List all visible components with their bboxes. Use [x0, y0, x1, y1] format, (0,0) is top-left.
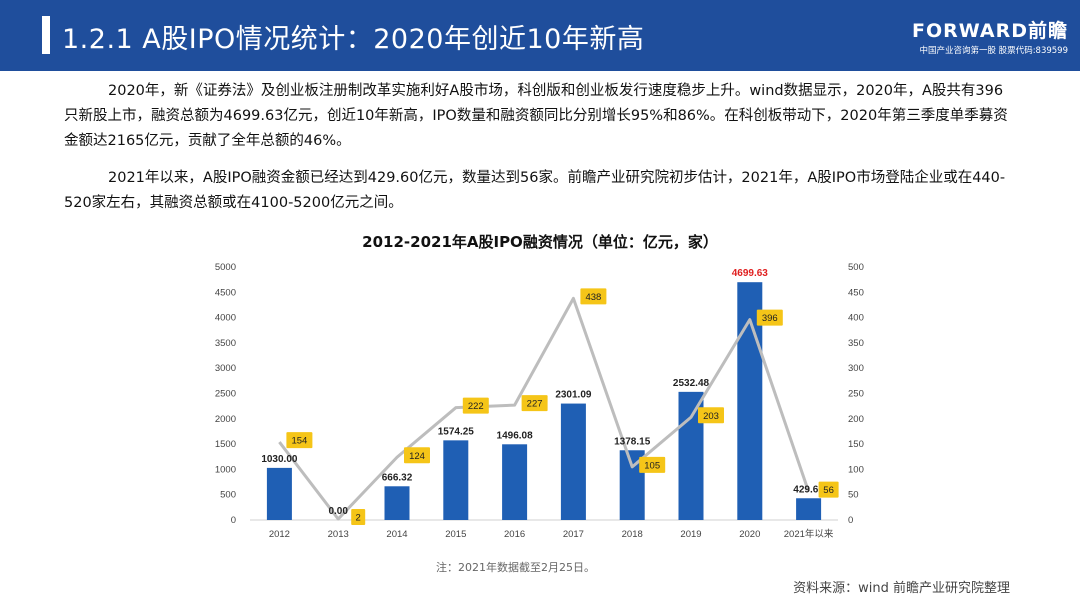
line-data-label: 222	[468, 401, 484, 412]
y-right-tick-label: 400	[848, 313, 864, 324]
line-data-label: 56	[823, 485, 834, 496]
bar-data-label: 429.60	[793, 484, 824, 495]
bar-data-label: 2532.48	[673, 378, 710, 389]
y-left-tick-label: 5000	[215, 262, 236, 273]
line-data-label: 2	[356, 512, 361, 523]
line-point-badge	[462, 397, 489, 414]
bar	[443, 440, 469, 520]
chart-title: 2012-2021年A股IPO融资情况（单位：亿元，家）	[362, 233, 718, 251]
y-right-tick-label: 150	[848, 439, 864, 450]
line-point-badge	[756, 309, 783, 326]
line-data-label: 438	[585, 292, 601, 303]
x-tick-label: 2016	[504, 529, 525, 540]
line-point-badge	[521, 395, 548, 412]
y-left-tick-label: 1500	[215, 439, 236, 450]
bar-data-label: 1574.25	[438, 426, 475, 437]
y-right-tick-label: 200	[848, 414, 864, 425]
line-data-label: 154	[291, 436, 307, 447]
intro-paragraph-2: 2021年以来，A股IPO融资金额已经达到429.60亿元，数量达到56家。前瞻…	[64, 170, 1006, 211]
title-accent-bar	[42, 16, 50, 54]
x-tick-label: 2017	[563, 529, 584, 540]
y-left-tick-label: 2000	[215, 414, 236, 425]
y-left-tick-label: 4000	[215, 313, 236, 324]
bar-data-label: 1496.08	[497, 430, 534, 441]
x-tick-label: 2012	[269, 529, 290, 540]
line-data-label: 124	[409, 451, 425, 462]
line-data-label: 396	[762, 313, 778, 324]
line-point-badge	[698, 407, 724, 424]
line-point-badge	[639, 456, 666, 473]
x-tick-label: 2021年以来	[784, 528, 834, 540]
y-left-tick-label: 3000	[215, 363, 236, 374]
brand-tagline: 中国产业咨询第一股 股票代码:839599	[919, 46, 1068, 56]
header-bar: 1.2.1 A股IPO情况统计：2020年创近10年新高 FORWARD前瞻 中…	[0, 0, 1080, 71]
line-data-label: 203	[703, 411, 719, 422]
line-point-badge	[286, 432, 313, 449]
intro-paragraph-1: 2020年，新《证券法》及创业板注册制改革实施利好A股市场，科创版和创业板发行速…	[64, 83, 1008, 149]
line-point-badge	[404, 447, 430, 464]
bar	[502, 444, 528, 520]
brand-name: FORWARD前瞻	[912, 20, 1068, 42]
bar	[266, 467, 292, 520]
line-series	[278, 296, 811, 521]
line-point-badge	[351, 508, 366, 525]
x-tick-label: 2013	[328, 529, 349, 540]
line-data-label: 227	[527, 399, 543, 410]
bar-data-label: 666.32	[382, 472, 413, 483]
bar-data-label: 1378.15	[614, 436, 651, 447]
y-right-tick-label: 350	[848, 338, 864, 349]
y-right-tick-label: 300	[848, 363, 864, 374]
x-tick-label: 2014	[386, 529, 407, 540]
line-point-badge	[818, 481, 839, 498]
x-tick-label: 2015	[445, 529, 466, 540]
y-left-tick-label: 2500	[215, 389, 236, 400]
bar	[796, 498, 822, 520]
y-left-tick-label: 0	[231, 515, 236, 526]
x-tick-label: 2019	[680, 529, 701, 540]
y-right-tick-label: 0	[848, 515, 853, 526]
x-tick-label: 2018	[622, 529, 643, 540]
brand-logo: FORWARD前瞻 中国产业咨询第一股 股票代码:839599	[878, 16, 1068, 56]
bar-data-label: 2301.09	[555, 390, 592, 401]
y-left-tick-label: 3500	[215, 338, 236, 349]
y-right-tick-label: 50	[848, 490, 859, 501]
y-right-tick-label: 450	[848, 287, 864, 298]
bar	[384, 486, 410, 520]
bar-data-label: 0.00	[328, 506, 348, 517]
x-tick-label: 2020	[739, 529, 760, 540]
bar-data-label: 1030.00	[261, 454, 298, 465]
y-right-tick-label: 250	[848, 389, 864, 400]
chart-footnote: 注：2021年数据截至2月25日。	[436, 561, 595, 574]
y-left-tick-label: 4500	[215, 287, 236, 298]
bar	[560, 403, 586, 520]
line-point-badge	[580, 288, 607, 305]
line-data-label: 105	[644, 460, 660, 471]
page-title: 1.2.1 A股IPO情况统计：2020年创近10年新高	[62, 24, 645, 55]
y-left-tick-label: 1000	[215, 464, 236, 475]
y-left-tick-label: 500	[220, 490, 236, 501]
bar-data-label: 4699.63	[732, 268, 769, 279]
y-right-tick-label: 100	[848, 464, 864, 475]
data-source: 资料来源：wind 前瞻产业研究院整理	[793, 581, 1010, 596]
y-right-tick-label: 500	[848, 262, 864, 273]
